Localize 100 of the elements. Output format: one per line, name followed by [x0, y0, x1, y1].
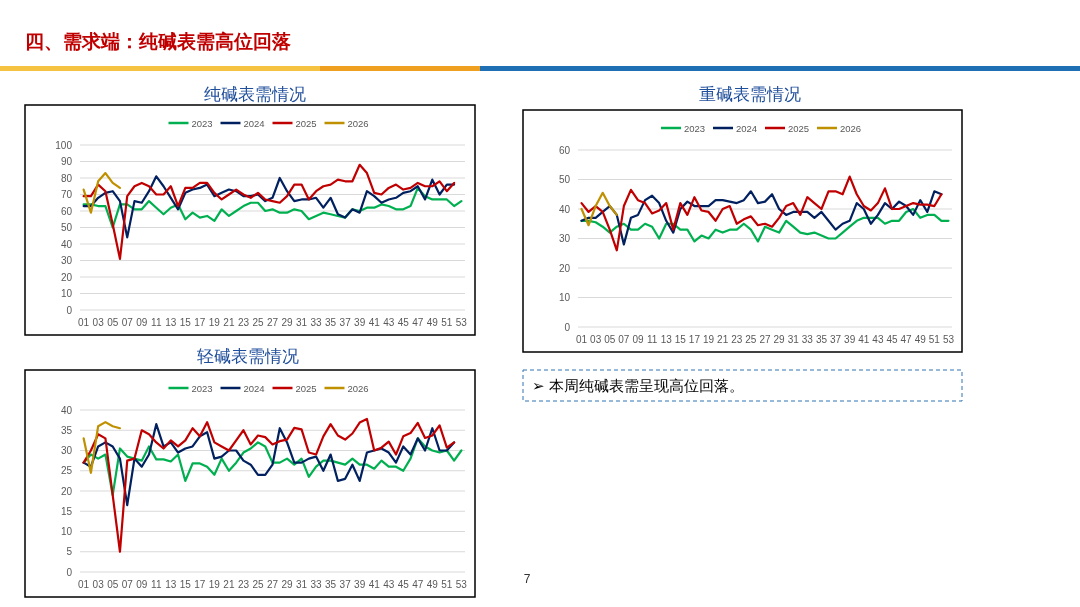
- x-tick-label: 51: [928, 334, 941, 345]
- x-tick-label: 33: [310, 579, 323, 590]
- x-tick-label: 39: [354, 317, 366, 328]
- x-tick-label: 51: [441, 579, 453, 590]
- text: 7: [523, 572, 531, 586]
- x-tick-label: 09: [136, 317, 148, 328]
- x-tick-label: 25: [745, 334, 757, 345]
- x-tick-label: 13: [165, 579, 177, 590]
- line-series: [82, 171, 122, 214]
- x-tick-label: 23: [237, 579, 250, 590]
- legend-label: 2024: [736, 122, 758, 134]
- x-tick-label: 13: [660, 334, 673, 345]
- legend-label: 2025: [788, 122, 810, 134]
- x-tick-label: 11: [646, 334, 658, 345]
- line-series: [580, 190, 943, 246]
- x-tick-label: 29: [281, 579, 294, 590]
- y-tick-label: 40: [558, 203, 571, 215]
- x-tick-label: 17: [194, 317, 206, 328]
- legend-label: 2023: [191, 382, 213, 394]
- x-tick-label: 29: [281, 317, 294, 328]
- x-tick-label: 23: [731, 334, 743, 345]
- legend-label: 2025: [295, 117, 317, 129]
- y-tick-label: 10: [60, 526, 73, 537]
- x-tick-label: 25: [252, 317, 264, 328]
- x-tick-label: 15: [179, 579, 192, 590]
- line-series: [82, 437, 463, 497]
- x-tick-label: 15: [674, 334, 687, 345]
- x-tick-label: 47: [412, 317, 424, 328]
- x-tick-label: 07: [121, 579, 134, 590]
- x-tick-label: 05: [604, 334, 616, 345]
- line-series: [82, 423, 456, 507]
- x-tick-label: 35: [325, 579, 337, 590]
- text: 四、需求端：纯碱表需高位回落: [25, 31, 291, 52]
- y-tick-label: 60: [558, 144, 571, 156]
- y-tick-label: 40: [60, 238, 73, 250]
- x-tick-label: 21: [717, 334, 729, 345]
- legend-label: 2024: [243, 382, 265, 394]
- x-tick-label: 53: [455, 317, 468, 328]
- x-tick-label: 49: [426, 317, 439, 328]
- x-tick-label: 01: [78, 317, 90, 328]
- x-tick-label: 47: [900, 334, 913, 345]
- line-series: [82, 417, 456, 553]
- x-tick-label: 49: [914, 334, 927, 345]
- y-tick-label: 5: [66, 546, 73, 558]
- x-tick-label: 27: [759, 334, 771, 345]
- x-tick-label: 41: [858, 334, 870, 345]
- line-series: [580, 175, 943, 252]
- x-tick-label: 09: [632, 334, 644, 345]
- x-tick-label: 29: [773, 334, 786, 345]
- x-tick-label: 15: [179, 317, 192, 328]
- x-tick-label: 31: [295, 579, 308, 590]
- legend-label: 2026: [347, 117, 369, 129]
- x-tick-label: 03: [590, 334, 602, 345]
- chart-title: 纯碱表需情况: [204, 85, 306, 104]
- x-tick-label: 13: [165, 317, 177, 328]
- x-tick-label: 31: [295, 317, 308, 328]
- x-tick-label: 03: [92, 317, 105, 328]
- x-tick-label: 09: [136, 579, 148, 590]
- chart-title: 重碱表需情况: [699, 85, 801, 104]
- y-tick-label: 100: [55, 139, 73, 151]
- line-series: [580, 191, 618, 227]
- x-tick-label: 53: [942, 334, 955, 345]
- x-tick-label: 33: [310, 317, 323, 328]
- y-tick-label: 0: [66, 566, 73, 578]
- x-tick-label: 21: [223, 579, 235, 590]
- y-tick-label: 10: [60, 288, 73, 299]
- x-tick-label: 45: [397, 317, 410, 328]
- x-tick-label: 25: [252, 579, 264, 590]
- x-tick-label: 35: [325, 317, 337, 328]
- y-tick-label: 20: [60, 271, 73, 283]
- y-tick-label: 60: [60, 205, 73, 217]
- y-tick-label: 40: [60, 404, 73, 416]
- x-tick-label: 27: [266, 579, 279, 590]
- legend-label: 2025: [295, 382, 317, 394]
- x-tick-label: 45: [397, 579, 410, 590]
- x-tick-label: 43: [383, 317, 395, 328]
- x-tick-label: 23: [237, 317, 250, 328]
- chart-title: 轻碱表需情况: [197, 347, 299, 366]
- x-tick-label: 19: [208, 317, 221, 328]
- x-tick-label: 21: [223, 317, 235, 328]
- x-tick-label: 43: [383, 579, 395, 590]
- x-tick-label: 39: [844, 334, 856, 345]
- x-tick-label: 35: [815, 334, 828, 345]
- x-tick-label: 33: [801, 334, 814, 345]
- x-tick-label: 53: [455, 579, 468, 590]
- x-tick-label: 41: [368, 579, 381, 590]
- x-tick-label: 17: [688, 334, 701, 345]
- y-tick-label: 80: [60, 172, 73, 184]
- x-tick-label: 03: [92, 579, 105, 590]
- y-tick-label: 35: [60, 424, 73, 436]
- x-tick-label: 11: [151, 579, 162, 590]
- x-tick-label: 07: [121, 317, 134, 328]
- legend-label: 2024: [243, 117, 265, 129]
- x-tick-label: 31: [787, 334, 800, 345]
- legend-label: 2026: [840, 122, 862, 134]
- x-tick-label: 07: [618, 334, 630, 345]
- line-series: [82, 163, 456, 260]
- y-tick-label: 25: [60, 465, 73, 477]
- x-tick-label: 37: [339, 317, 352, 328]
- y-tick-label: 10: [558, 292, 571, 303]
